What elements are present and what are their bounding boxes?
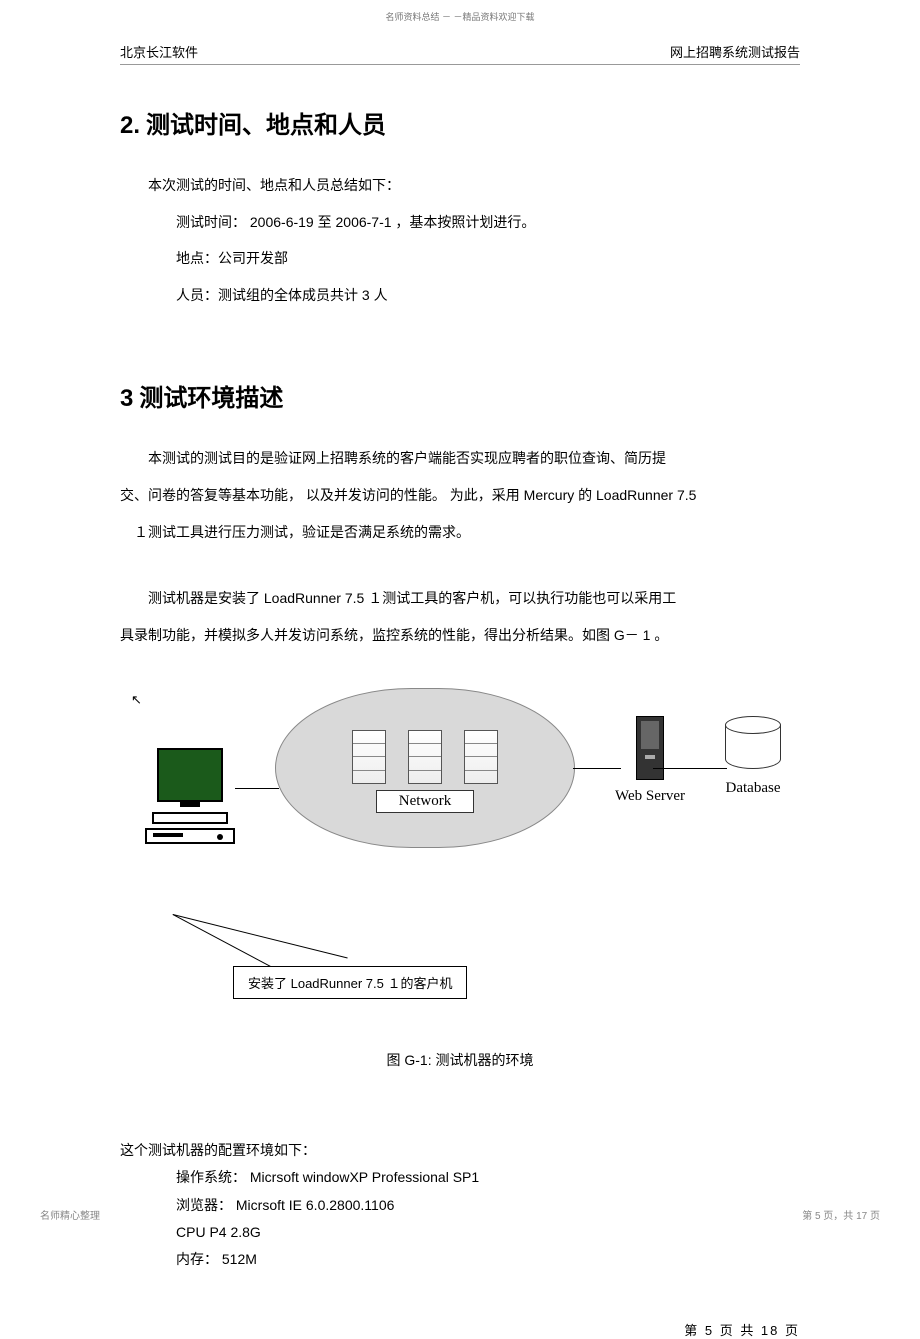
doc-header: 北京长江软件 网上招聘系统测试报告: [120, 42, 800, 65]
config-heading: 这个测试机器的配置环境如下：: [120, 1140, 800, 1160]
section2-num: 2.: [120, 112, 140, 139]
config-cpu: CPU P4 2.8G: [120, 1219, 800, 1246]
section3-p2b: 具录制功能，并模拟多人并发访问系统，监控系统的性能，得出分析结果。如图 G－ 1…: [120, 622, 800, 649]
env-diagram: ↖ Network Web Server Database: [125, 688, 795, 908]
cylinder-icon: [725, 716, 781, 772]
wire-network-webserver: [573, 768, 621, 769]
config-os: 操作系统： Micrsoft windowXP Professional SP1: [120, 1164, 800, 1191]
header-left: 北京长江软件: [120, 42, 198, 61]
callout-area: 安装了 LoadRunner 7.5 １的客户机: [125, 914, 795, 1014]
footer-right: 第 5 页，共 17 页: [802, 1207, 880, 1222]
section3-heading: 3测试环境描述: [120, 378, 800, 413]
section3-p1c: １测试工具进行压力测试，验证是否满足系统的需求。: [120, 519, 800, 546]
webserver-node: Web Server: [615, 716, 685, 805]
section2-place: 地点：公司开发部: [120, 245, 800, 272]
webserver-label: Web Server: [615, 788, 685, 805]
page-body: 北京长江软件 网上招聘系统测试报告 2.测试时间、地点和人员 本次测试的时间、地…: [0, 0, 920, 1339]
tower-icon: [636, 716, 664, 780]
callout-line: [173, 914, 348, 959]
server-racks: [352, 730, 498, 784]
database-node: Database: [725, 716, 781, 797]
bottom-watermark: 名师精心整理 第 5 页，共 17 页: [0, 1207, 920, 1222]
section2-time: 测试时间： 2006-6-19 至 2006-7-1 ，基本按照计划进行。: [120, 209, 800, 236]
callout-box: 安装了 LoadRunner 7.5 １的客户机: [233, 966, 467, 999]
footer-left: 名师精心整理: [40, 1207, 100, 1222]
rack-icon: [408, 730, 442, 784]
section2-heading: 2.测试时间、地点和人员: [120, 105, 800, 140]
section2-title: 测试时间、地点和人员: [146, 112, 386, 139]
section3-p1a: 本测试的测试目的是验证网上招聘系统的客户端能否实现应聘者的职位查询、简历提: [120, 445, 800, 472]
figure-caption: 图 G-1: 测试机器的环境: [120, 1050, 800, 1070]
page-number: 第 5 页 共 18 页: [120, 1320, 800, 1339]
section2-people: 人员：测试组的全体成员共计 3 人: [120, 282, 800, 309]
section3-num: 3: [120, 385, 133, 412]
section3-p2a: 测试机器是安装了 LoadRunner 7.5 １测试工具的客户机，可以执行功能…: [120, 585, 800, 612]
section3-title: 测试环境描述: [139, 385, 283, 412]
network-cloud: Network: [275, 688, 575, 848]
config-mem: 内存： 512M: [120, 1246, 800, 1273]
network-label: Network: [376, 790, 475, 813]
rack-icon: [352, 730, 386, 784]
wire-webserver-db: [653, 768, 727, 769]
header-right: 网上招聘系统测试报告: [670, 42, 800, 61]
client-pc-icon: [135, 748, 245, 844]
rack-icon: [464, 730, 498, 784]
section2-intro: 本次测试的时间、地点和人员总结如下：: [120, 172, 800, 199]
section3-p1b: 交、问卷的答复等基本功能， 以及并发访问的性能。 为此，采用 Mercury 的…: [120, 482, 800, 509]
database-label: Database: [725, 780, 781, 797]
cursor-icon: ↖: [131, 692, 142, 708]
top-watermark: 名师资料总结 － －精品资料欢迎下载: [0, 10, 920, 23]
